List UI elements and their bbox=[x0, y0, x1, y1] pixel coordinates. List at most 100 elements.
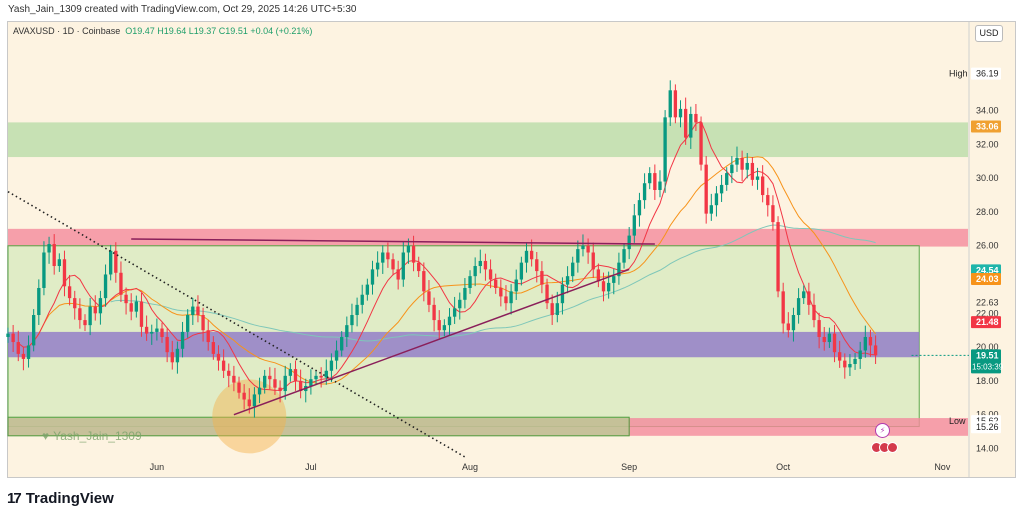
candle bbox=[386, 242, 390, 268]
candle bbox=[129, 293, 133, 321]
candle bbox=[483, 253, 488, 281]
watermark-text: Yash_Jain_1309 bbox=[53, 429, 142, 443]
ma-orange2-label: 24.03 bbox=[976, 274, 999, 284]
candle bbox=[473, 257, 477, 287]
candle bbox=[422, 262, 426, 302]
candle bbox=[730, 156, 734, 184]
candle bbox=[73, 290, 77, 320]
candle bbox=[186, 309, 190, 338]
candle bbox=[78, 298, 82, 329]
candle bbox=[237, 376, 241, 399]
candle bbox=[134, 295, 139, 318]
ma-red-label-bg bbox=[971, 316, 1001, 329]
candle bbox=[263, 369, 267, 394]
candle bbox=[165, 328, 169, 363]
candle bbox=[658, 170, 662, 198]
candle bbox=[144, 315, 149, 341]
candle bbox=[868, 329, 873, 357]
candle bbox=[278, 380, 282, 403]
candle bbox=[396, 260, 400, 290]
candle bbox=[499, 279, 503, 307]
candle bbox=[689, 106, 693, 149]
candle bbox=[550, 294, 554, 325]
candle bbox=[791, 307, 796, 342]
candle bbox=[632, 204, 636, 243]
x-tick-label: Aug bbox=[462, 462, 478, 472]
candle bbox=[776, 216, 780, 298]
candle bbox=[458, 292, 462, 320]
lightning-icon[interactable]: ⚡ bbox=[875, 423, 890, 438]
candle bbox=[26, 335, 31, 368]
flag-icon bbox=[887, 442, 898, 453]
y-tick-label: 32.00 bbox=[976, 139, 999, 149]
candle bbox=[83, 314, 87, 332]
y-tick-label: 20.00 bbox=[976, 342, 999, 352]
candle bbox=[98, 290, 103, 325]
candle bbox=[191, 297, 195, 325]
candle bbox=[309, 369, 313, 395]
candle bbox=[463, 278, 467, 309]
economic-events-flags[interactable] bbox=[871, 442, 898, 453]
candle bbox=[62, 250, 67, 297]
candle bbox=[437, 310, 441, 339]
candle bbox=[319, 367, 323, 388]
candle bbox=[637, 192, 642, 227]
candle bbox=[504, 285, 508, 311]
candle bbox=[47, 236, 51, 264]
candle bbox=[447, 308, 452, 336]
y-tick-label: 26.00 bbox=[976, 241, 999, 251]
y-tick-label: 14.00 bbox=[976, 443, 999, 453]
x-tick-label: Jul bbox=[305, 462, 317, 472]
candle bbox=[786, 312, 790, 338]
candle bbox=[21, 346, 26, 371]
candle bbox=[293, 360, 298, 391]
price-label-bg bbox=[971, 349, 1001, 374]
candle bbox=[668, 80, 672, 126]
candle bbox=[201, 307, 205, 342]
candle bbox=[812, 293, 816, 328]
symbol-name[interactable]: AVAXUSD · 1D · Coinbase bbox=[13, 26, 121, 36]
candle bbox=[760, 165, 765, 203]
candle bbox=[345, 316, 349, 347]
candle bbox=[206, 320, 210, 351]
candle bbox=[740, 150, 744, 182]
candle bbox=[401, 241, 405, 287]
candle bbox=[873, 335, 878, 365]
candle bbox=[750, 157, 755, 186]
ma-red-label: 21.48 bbox=[976, 317, 999, 327]
candle bbox=[719, 174, 724, 202]
ohlc-values: O19.47 H19.64 L19.37 C19.51 +0.04 (+0.21… bbox=[125, 26, 313, 36]
candle bbox=[150, 324, 154, 345]
candle bbox=[67, 274, 72, 306]
candle bbox=[139, 292, 144, 337]
candle bbox=[37, 279, 41, 325]
candle bbox=[427, 280, 431, 313]
low2-label-bg bbox=[971, 421, 1001, 434]
candle bbox=[617, 252, 621, 285]
candle bbox=[314, 369, 318, 386]
high-label-bg bbox=[971, 67, 1001, 80]
candle bbox=[350, 303, 354, 333]
x-tick-label: Oct bbox=[776, 462, 791, 472]
currency-button[interactable]: USD bbox=[975, 25, 1003, 42]
ma-orange-label-bg bbox=[971, 120, 1001, 133]
candle bbox=[853, 353, 857, 370]
event-icons[interactable]: ⚡ bbox=[871, 423, 898, 453]
candle bbox=[57, 253, 62, 272]
candle bbox=[545, 278, 549, 310]
candle bbox=[837, 340, 842, 368]
candle bbox=[699, 116, 703, 171]
candle bbox=[509, 284, 513, 315]
candle bbox=[848, 354, 852, 377]
purple-support-zone bbox=[8, 331, 920, 358]
candle bbox=[745, 152, 749, 179]
price-label: 19.51 bbox=[976, 350, 999, 360]
candle bbox=[807, 282, 811, 315]
ma-orange2-label-bg bbox=[971, 273, 1001, 286]
x-tick-label: Jun bbox=[150, 462, 165, 472]
candle bbox=[683, 97, 688, 145]
candle bbox=[863, 325, 867, 358]
x-tick-label: Sep bbox=[621, 462, 637, 472]
candle bbox=[355, 297, 359, 327]
